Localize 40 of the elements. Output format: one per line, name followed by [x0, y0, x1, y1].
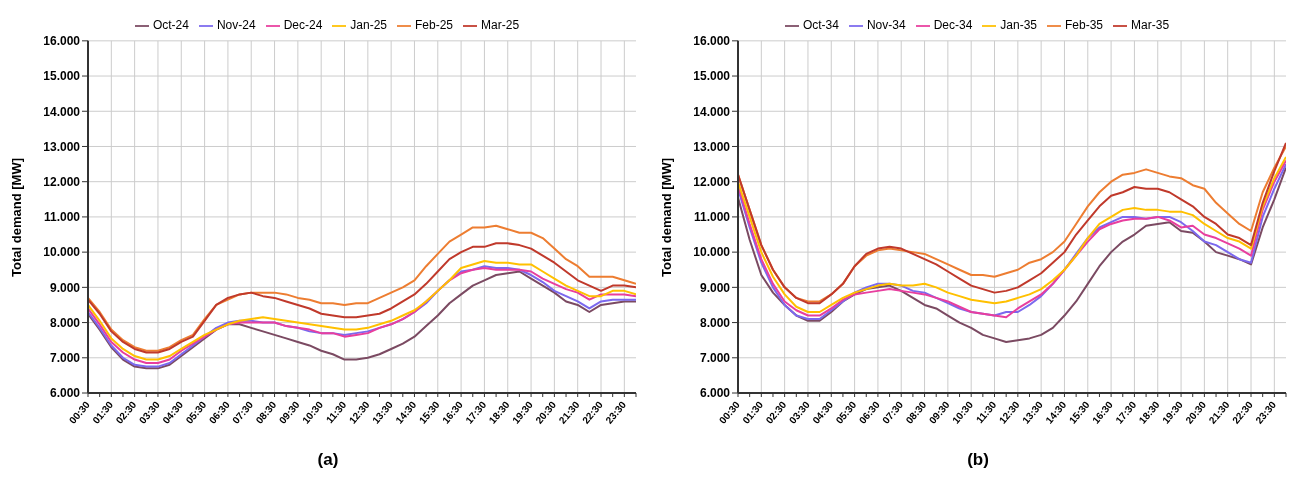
y-tick-label: 14.000: [693, 104, 731, 119]
y-tick-label: 15.000: [693, 69, 731, 84]
y-tick-label: 7.000: [49, 351, 81, 366]
y-tick-label: 9.000: [49, 280, 81, 295]
legend-label: Mar-25: [481, 18, 520, 32]
y-tick-label: 8.000: [49, 315, 81, 330]
legend-label: Dec-34: [933, 18, 973, 32]
y-tick-label: 9.000: [699, 280, 731, 295]
y-tick-label: 11.000: [693, 210, 731, 225]
y-tick-label: 11.000: [43, 210, 81, 225]
y-tick-label: 6.000: [699, 386, 731, 401]
y-tick-label: 8.000: [699, 315, 731, 330]
legend-label: Mar-35: [1131, 18, 1170, 32]
y-tick-label: 13.000: [43, 139, 81, 154]
y-axis-title: Total demand [MW]: [658, 157, 674, 277]
y-tick-label: 16.000: [693, 34, 731, 49]
y-tick-label: 15.000: [43, 69, 81, 84]
y-tick-label: 13.000: [693, 139, 731, 154]
legend-label: Dec-24: [283, 18, 323, 32]
y-tick-label: 14.000: [43, 104, 81, 119]
y-tick-label: 6.000: [49, 386, 81, 401]
y-tick-label: 10.000: [693, 245, 731, 260]
text: (a): [316, 450, 340, 470]
line-series: [88, 242, 636, 354]
y-tick-label: 10.000: [43, 245, 81, 260]
y-tick-label: 12.000: [693, 174, 731, 189]
legend-label: Jan-25: [350, 18, 388, 32]
text: (b): [966, 450, 990, 470]
legend-label: Oct-34: [802, 18, 839, 32]
y-tick-label: 12.000: [43, 174, 81, 189]
legend-label: Feb-35: [1065, 18, 1104, 32]
y-axis-title: Total demand [MW]: [8, 157, 24, 277]
legend-label: Nov-34: [866, 18, 906, 32]
legend-label: Oct-24: [152, 18, 189, 32]
legend-label: Feb-25: [415, 18, 454, 32]
line-series: [88, 224, 636, 352]
y-tick-label: 7.000: [699, 351, 731, 366]
legend-label: Jan-35: [1000, 18, 1038, 32]
legend-label: Nov-24: [216, 18, 256, 32]
y-tick-label: 16.000: [43, 34, 81, 49]
